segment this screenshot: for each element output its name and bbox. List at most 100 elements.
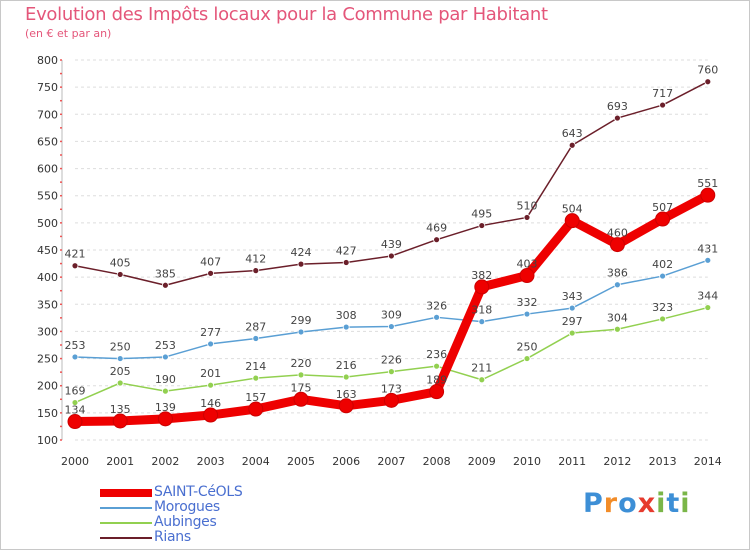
data-label-aubinges: 201: [200, 367, 221, 380]
data-label-aubinges: 250: [517, 341, 538, 354]
data-point-saint_ceols: [655, 211, 671, 227]
x-tick-label: 2004: [242, 455, 270, 468]
data-label-morogues: 318: [471, 304, 492, 317]
data-label-aubinges: 220: [291, 357, 312, 370]
data-point-rians: [252, 267, 260, 275]
data-label-aubinges: 211: [471, 362, 492, 375]
y-tick-label: 300: [37, 325, 58, 338]
data-point-rians: [116, 271, 124, 278]
data-point-saint_ceols: [429, 384, 445, 400]
y-tick-label: 250: [37, 353, 58, 366]
data-point-saint_ceols: [700, 187, 716, 203]
data-label-morogues: 326: [426, 299, 447, 312]
y-tick-label: 600: [37, 163, 58, 176]
data-point-rians: [297, 260, 305, 268]
data-label-saint_ceols: 189: [426, 374, 447, 387]
legend-label-morogues: Morogues: [154, 499, 220, 515]
data-point-saint_ceols: [112, 413, 128, 429]
data-point-morogues: [207, 340, 215, 348]
data-label-rians: 412: [245, 253, 266, 266]
data-label-aubinges: 297: [562, 315, 583, 328]
legend-swatch-rians: [100, 537, 152, 539]
data-point-aubinges: [387, 368, 395, 376]
data-point-rians: [207, 269, 215, 277]
legend-swatch-saint-ceols: [100, 489, 152, 497]
data-label-morogues: 431: [697, 242, 718, 255]
x-tick-label: 2011: [558, 455, 586, 468]
data-point-morogues: [297, 328, 305, 336]
data-label-saint_ceols: 135: [110, 403, 131, 416]
chart-subtitle: (en € et par an): [25, 27, 112, 40]
x-tick-label: 2000: [61, 455, 89, 468]
data-point-morogues: [614, 281, 621, 289]
data-label-saint_ceols: 507: [652, 201, 673, 214]
data-point-saint_ceols: [383, 392, 399, 408]
chart-title: Evolution des Impôts locaux pour la Comm…: [25, 4, 548, 25]
x-tick-label: 2006: [332, 455, 360, 468]
data-label-saint_ceols: 175: [291, 381, 312, 394]
data-label-aubinges: 216: [336, 359, 357, 372]
data-point-rians: [433, 236, 441, 244]
y-tick-label: 800: [37, 54, 58, 67]
data-label-aubinges: 169: [65, 385, 86, 398]
legend-swatch-aubinges: [100, 522, 152, 524]
y-tick-label: 550: [37, 190, 58, 203]
data-point-aubinges: [342, 373, 350, 381]
y-tick-label: 700: [37, 108, 58, 121]
data-point-aubinges: [71, 399, 79, 406]
data-point-aubinges: [568, 329, 576, 337]
data-point-aubinges: [614, 325, 621, 333]
data-label-aubinges: 226: [381, 354, 402, 367]
legend-swatch-morogues: [100, 507, 152, 509]
data-point-morogues: [161, 353, 169, 361]
data-point-morogues: [71, 353, 79, 361]
data-point-morogues: [433, 313, 441, 321]
x-tick-label: 2001: [106, 455, 134, 468]
data-label-morogues: 299: [291, 314, 312, 327]
data-label-rians: 643: [562, 127, 583, 140]
data-label-rians: 510: [517, 199, 538, 212]
data-point-saint_ceols: [248, 401, 264, 417]
data-label-rians: 439: [381, 238, 402, 251]
data-point-rians: [71, 262, 79, 270]
data-label-saint_ceols: 382: [471, 269, 492, 282]
data-label-rians: 421: [65, 248, 86, 261]
data-label-saint_ceols: 504: [562, 203, 583, 216]
data-point-aubinges: [116, 379, 124, 387]
data-label-aubinges: 236: [426, 348, 447, 361]
data-point-aubinges: [478, 376, 486, 384]
data-point-morogues: [478, 318, 486, 326]
data-label-aubinges: 344: [697, 290, 718, 303]
x-tick-label: 2008: [423, 455, 451, 468]
data-point-saint_ceols: [519, 268, 535, 284]
data-point-rians: [568, 141, 576, 149]
data-point-morogues: [704, 256, 712, 264]
data-point-rians: [387, 252, 395, 260]
data-point-aubinges: [523, 355, 531, 362]
data-point-morogues: [659, 272, 666, 280]
legend-label-rians: Rians: [154, 529, 191, 545]
data-label-saint_ceols: 134: [65, 404, 86, 417]
y-tick-label: 100: [37, 434, 58, 447]
data-label-rians: 469: [426, 222, 447, 235]
data-label-morogues: 332: [517, 296, 538, 309]
data-label-morogues: 250: [110, 341, 131, 354]
y-tick-label: 150: [37, 407, 58, 420]
data-point-aubinges: [207, 381, 215, 389]
data-label-morogues: 287: [245, 320, 266, 333]
legend-label-saint-ceols: SAINT-CéOLS: [154, 484, 243, 500]
data-point-morogues: [387, 323, 395, 330]
data-label-aubinges: 323: [652, 301, 673, 314]
x-tick-label: 2007: [377, 455, 405, 468]
data-point-rians: [614, 114, 621, 122]
y-tick-label: 450: [37, 244, 58, 257]
data-point-rians: [478, 222, 486, 229]
data-label-aubinges: 214: [245, 360, 266, 373]
data-label-saint_ceols: 403: [517, 258, 538, 271]
data-label-saint_ceols: 173: [381, 382, 402, 395]
x-tick-label: 2002: [151, 455, 179, 468]
data-label-rians: 407: [200, 255, 221, 268]
y-tick-label: 200: [37, 380, 58, 393]
x-tick-label: 2003: [197, 455, 225, 468]
data-point-rians: [342, 259, 350, 266]
